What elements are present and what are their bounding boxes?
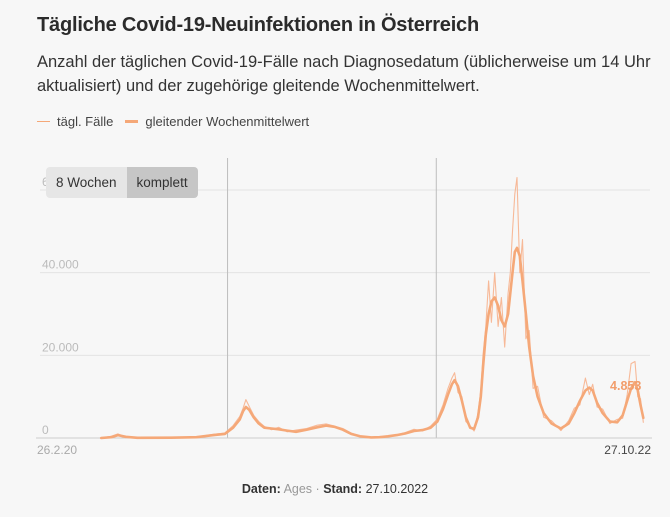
chart-title: Tägliche Covid-19-Neuinfektionen in Öste… <box>37 14 480 36</box>
chart-subtitle: Anzahl der täglichen Covid-19-Fälle nach… <box>37 53 651 95</box>
y-tick-label-2: 40.000 <box>42 258 79 272</box>
series-line-average <box>99 246 645 440</box>
legend-label-average: gleitender Wochenmittelwert <box>145 114 310 129</box>
y-tick-label-0: 0 <box>42 423 49 437</box>
toggle-8-weeks-button[interactable]: 8 Wochen <box>46 167 127 198</box>
y-tick-label-1: 20.000 <box>42 340 79 354</box>
source-separator: · <box>315 482 320 496</box>
toggle-full-button[interactable]: komplett <box>126 167 198 198</box>
legend-swatch-daily <box>37 120 50 123</box>
source-line: Daten: Ages · Stand: 27.10.2022 <box>0 482 670 496</box>
legend-item-average[interactable]: gleitender Wochenmittelwert <box>125 114 309 129</box>
source-date-label: Stand: <box>323 482 363 496</box>
range-toggle: 8 Wochen komplett <box>46 167 198 198</box>
source-date-value: 27.10.2022 <box>365 482 429 496</box>
legend-item-daily[interactable]: tägl. Fälle <box>37 114 113 129</box>
legend-label-daily: tägl. Fälle <box>57 114 114 129</box>
chart-legend: tägl. Fälle gleitender Wochenmittelwert <box>37 114 321 129</box>
x-end-label: 27.10.22 <box>604 443 651 457</box>
legend-swatch-average <box>125 120 139 123</box>
source-data-value[interactable]: Ages <box>283 482 313 496</box>
series-line-daily <box>100 177 644 439</box>
source-data-label: Daten: <box>241 482 281 496</box>
x-start-label: 26.2.20 <box>37 443 77 457</box>
last-value-label: 4.853 <box>610 379 641 393</box>
